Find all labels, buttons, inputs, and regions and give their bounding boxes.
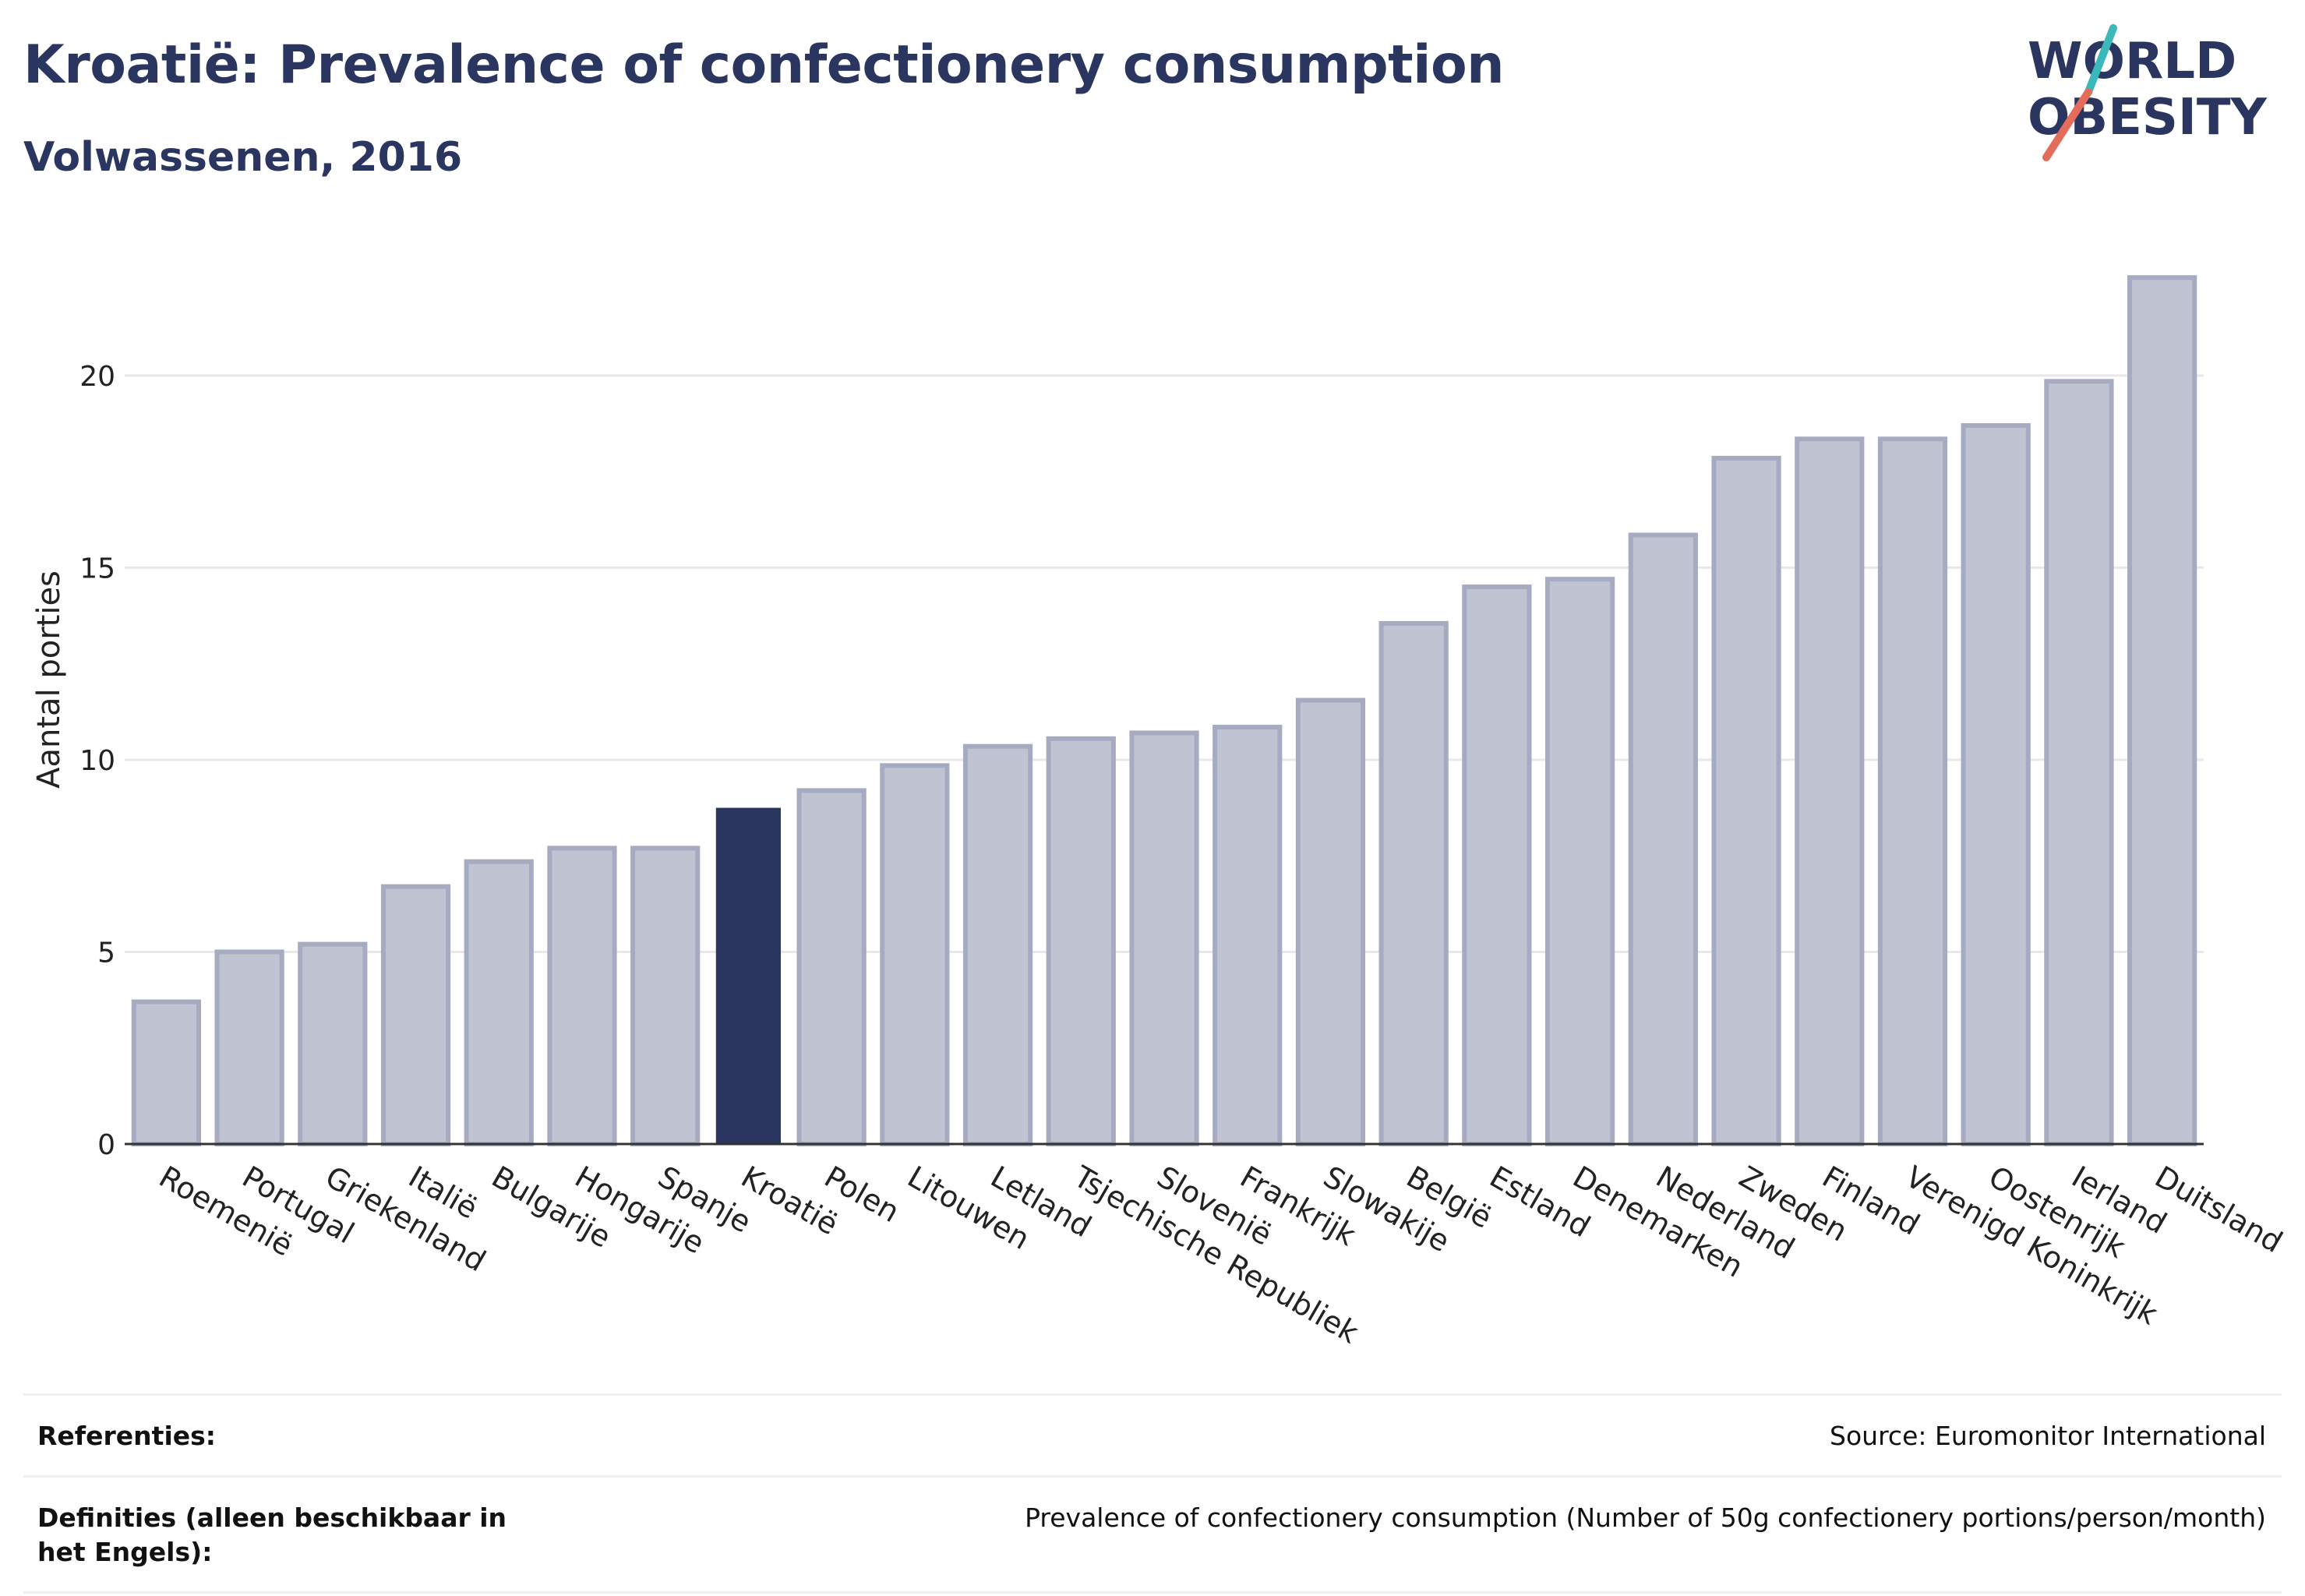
bar <box>1711 455 1781 1146</box>
bar <box>464 859 534 1146</box>
y-tick-label: 15 <box>79 553 115 584</box>
y-tick-label: 20 <box>79 361 115 393</box>
bar <box>1961 423 2031 1146</box>
bar <box>2127 275 2197 1146</box>
chart-title: Kroatië: Prevalence of confectionery con… <box>23 34 1505 96</box>
bar <box>1877 436 1948 1146</box>
references-row: Referenties: Source: Euromonitor Interna… <box>23 1393 2282 1475</box>
world-obesity-logo: WORLD OBESITY <box>2028 24 2267 161</box>
bar <box>1795 436 1865 1146</box>
bar <box>796 788 867 1147</box>
category-label: Kroatië <box>736 1160 844 1242</box>
bar <box>1628 532 1698 1146</box>
y-tick-label: 10 <box>79 745 115 777</box>
bar <box>715 807 782 1144</box>
chart-subtitle: Volwassenen, 2016 <box>23 134 463 181</box>
bars <box>131 275 2197 1147</box>
bar <box>880 763 950 1146</box>
bar <box>380 884 451 1147</box>
definitions-label: Definities (alleen beschikbaar in het En… <box>37 1502 507 1567</box>
bar <box>1213 725 1283 1146</box>
y-tick-label: 5 <box>97 937 115 969</box>
bar <box>1378 620 1449 1146</box>
bar <box>1129 730 1199 1146</box>
bar <box>1046 736 1116 1146</box>
definitions-value: Prevalence of confectionery consumption … <box>1025 1502 2266 1533</box>
logo-slash-teal <box>2084 24 2117 96</box>
bar <box>630 846 701 1147</box>
bar <box>131 999 201 1146</box>
y-tick-labels: 0 5 10 15 20 <box>79 361 115 1161</box>
definitions-row: Definities (alleen beschikbaar in het En… <box>23 1475 2282 1594</box>
bar <box>298 941 368 1147</box>
logo-word-world: WORLD <box>2028 33 2236 90</box>
bar <box>1462 584 1532 1146</box>
bar <box>547 846 617 1147</box>
bar <box>214 949 284 1147</box>
footer-table: Referenties: Source: Euromonitor Interna… <box>23 1393 2282 1594</box>
references-label: Referenties: <box>37 1421 216 1451</box>
bar <box>1295 697 1366 1146</box>
bar-chart: 0 5 10 15 20 RoemeniëPortugalGriekenlandItal… <box>31 275 2289 1350</box>
bar <box>2044 379 2114 1146</box>
bar <box>1544 577 1615 1146</box>
y-tick-label: 0 <box>97 1129 115 1161</box>
y-axis-title: Aantal porties <box>31 570 67 789</box>
bar <box>962 743 1033 1146</box>
references-value: Source: Euromonitor International <box>1830 1421 2266 1451</box>
logo-slash-coral <box>2042 88 2092 161</box>
